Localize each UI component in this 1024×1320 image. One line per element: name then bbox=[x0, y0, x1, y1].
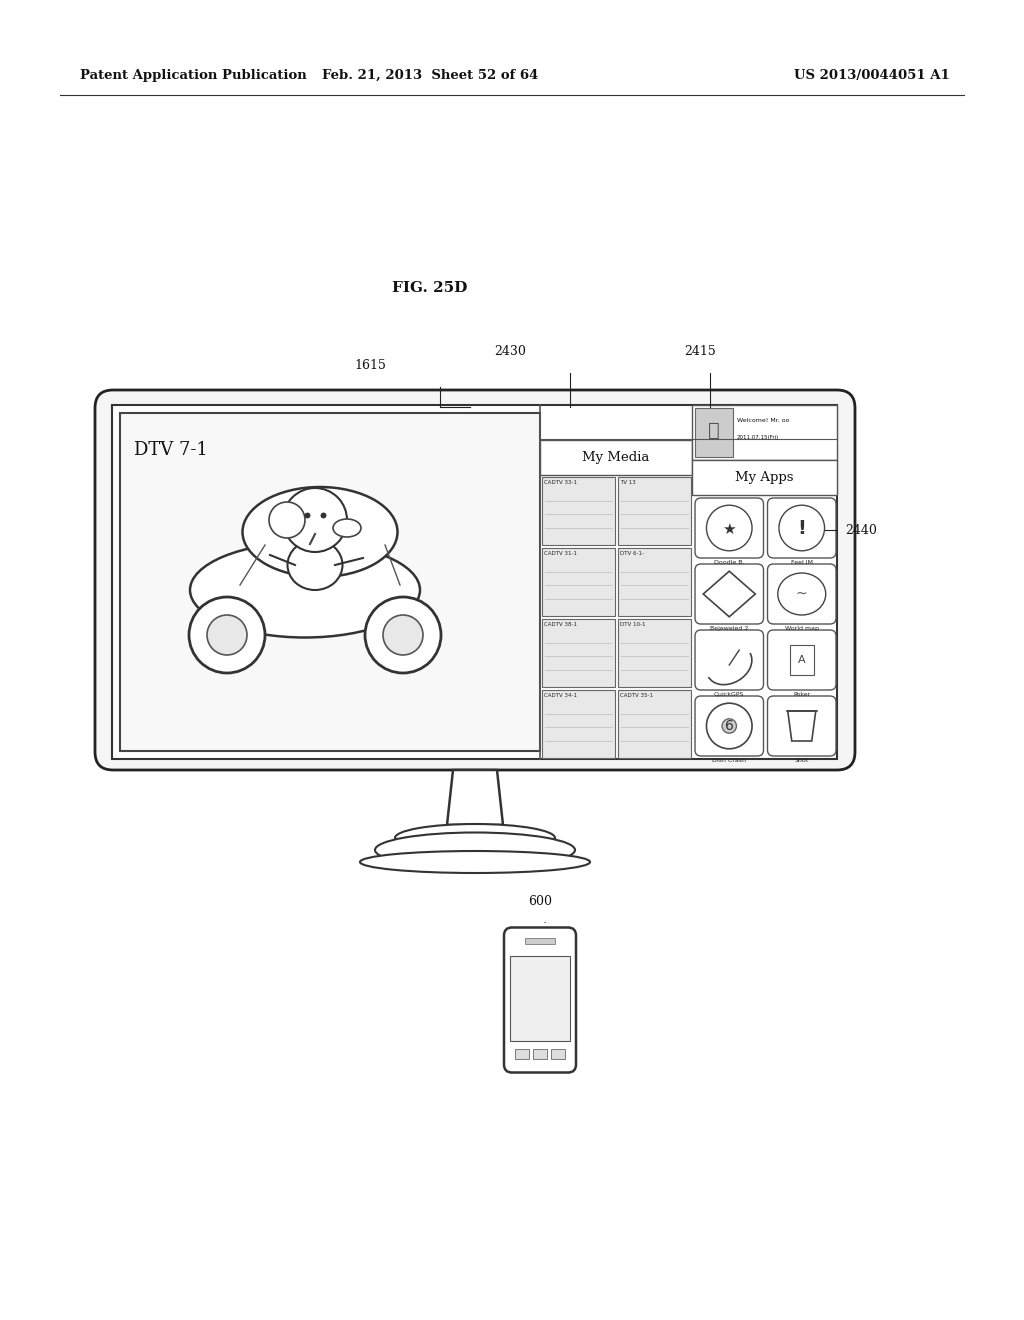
Polygon shape bbox=[447, 770, 503, 825]
Ellipse shape bbox=[778, 573, 825, 615]
Text: Poker: Poker bbox=[794, 692, 810, 697]
FancyBboxPatch shape bbox=[695, 498, 764, 558]
Ellipse shape bbox=[375, 833, 575, 867]
Text: My Apps: My Apps bbox=[735, 471, 794, 484]
Text: World map: World map bbox=[784, 626, 819, 631]
Bar bbox=[695, 408, 733, 457]
FancyBboxPatch shape bbox=[768, 696, 836, 756]
Text: 1615: 1615 bbox=[354, 359, 386, 372]
Circle shape bbox=[189, 597, 265, 673]
Text: 6: 6 bbox=[725, 719, 733, 733]
Text: 👤: 👤 bbox=[709, 421, 720, 440]
FancyBboxPatch shape bbox=[95, 389, 855, 770]
Text: 2430: 2430 bbox=[494, 345, 526, 358]
FancyBboxPatch shape bbox=[768, 564, 836, 624]
Text: 2440: 2440 bbox=[845, 524, 877, 536]
Text: 2415: 2415 bbox=[684, 345, 716, 358]
Text: ★: ★ bbox=[723, 521, 736, 536]
Circle shape bbox=[722, 719, 736, 733]
Bar bbox=[618, 548, 691, 616]
Bar bbox=[692, 405, 837, 459]
Bar bbox=[515, 1048, 529, 1059]
Text: CADTV 35-1: CADTV 35-1 bbox=[620, 693, 653, 698]
Circle shape bbox=[383, 615, 423, 655]
Text: CADTV 34-1: CADTV 34-1 bbox=[544, 693, 577, 698]
Bar bbox=[542, 619, 615, 686]
Ellipse shape bbox=[190, 543, 420, 638]
Text: Welcome! Mr. oo: Welcome! Mr. oo bbox=[737, 418, 790, 424]
Text: A: A bbox=[798, 655, 806, 665]
Bar bbox=[618, 619, 691, 686]
Circle shape bbox=[207, 615, 247, 655]
Bar bbox=[790, 645, 814, 675]
Text: CADTV 31-1: CADTV 31-1 bbox=[544, 550, 577, 556]
Polygon shape bbox=[787, 711, 816, 741]
FancyBboxPatch shape bbox=[504, 928, 575, 1072]
FancyBboxPatch shape bbox=[695, 696, 764, 756]
Text: US 2013/0044051 A1: US 2013/0044051 A1 bbox=[795, 69, 950, 82]
Bar bbox=[618, 690, 691, 758]
Circle shape bbox=[269, 502, 305, 539]
Text: Bejeweled 2: Bejeweled 2 bbox=[710, 626, 749, 631]
Bar bbox=[542, 548, 615, 616]
Bar bbox=[542, 690, 615, 758]
Bar bbox=[692, 459, 837, 495]
Bar bbox=[542, 477, 615, 545]
Circle shape bbox=[779, 506, 824, 550]
Ellipse shape bbox=[395, 824, 555, 851]
Circle shape bbox=[283, 488, 347, 552]
Text: QuickGPS: QuickGPS bbox=[714, 692, 744, 697]
FancyBboxPatch shape bbox=[768, 630, 836, 690]
Bar bbox=[540, 440, 692, 475]
Text: Doodle B.: Doodle B. bbox=[714, 560, 744, 565]
Text: DTV 7-1: DTV 7-1 bbox=[134, 441, 208, 459]
Text: Patent Application Publication: Patent Application Publication bbox=[80, 69, 307, 82]
Text: Shot: Shot bbox=[795, 758, 809, 763]
Circle shape bbox=[707, 704, 752, 748]
Text: CADTV 33-1: CADTV 33-1 bbox=[544, 480, 577, 484]
Text: Dish Crash: Dish Crash bbox=[713, 758, 746, 763]
FancyBboxPatch shape bbox=[695, 564, 764, 624]
Text: DTV 10-1: DTV 10-1 bbox=[620, 622, 645, 627]
Text: !: ! bbox=[798, 520, 806, 539]
Text: 2011.07.15(Fri): 2011.07.15(Fri) bbox=[737, 434, 779, 440]
Bar bbox=[618, 477, 691, 545]
Circle shape bbox=[707, 506, 752, 550]
Ellipse shape bbox=[243, 487, 397, 577]
Text: DTV 6-1-: DTV 6-1- bbox=[620, 550, 644, 556]
Text: Feel IM: Feel IM bbox=[791, 560, 813, 565]
FancyBboxPatch shape bbox=[695, 630, 764, 690]
Ellipse shape bbox=[288, 540, 342, 590]
Polygon shape bbox=[703, 572, 756, 616]
Circle shape bbox=[365, 597, 441, 673]
Bar bbox=[534, 1048, 547, 1059]
Bar bbox=[510, 956, 570, 1040]
Text: My Media: My Media bbox=[583, 450, 649, 463]
Bar bbox=[551, 1048, 565, 1059]
Text: Feb. 21, 2013  Sheet 52 of 64: Feb. 21, 2013 Sheet 52 of 64 bbox=[322, 69, 539, 82]
Text: CADTV 38-1: CADTV 38-1 bbox=[544, 622, 577, 627]
Bar bbox=[120, 413, 540, 751]
Ellipse shape bbox=[333, 519, 361, 537]
FancyBboxPatch shape bbox=[768, 498, 836, 558]
Text: 600: 600 bbox=[528, 895, 552, 908]
Text: TV 13: TV 13 bbox=[620, 480, 636, 484]
Bar bbox=[112, 405, 837, 759]
Bar bbox=[525, 937, 555, 944]
Ellipse shape bbox=[360, 851, 590, 873]
Text: FIG. 25D: FIG. 25D bbox=[392, 281, 468, 294]
Text: ~: ~ bbox=[796, 587, 808, 601]
